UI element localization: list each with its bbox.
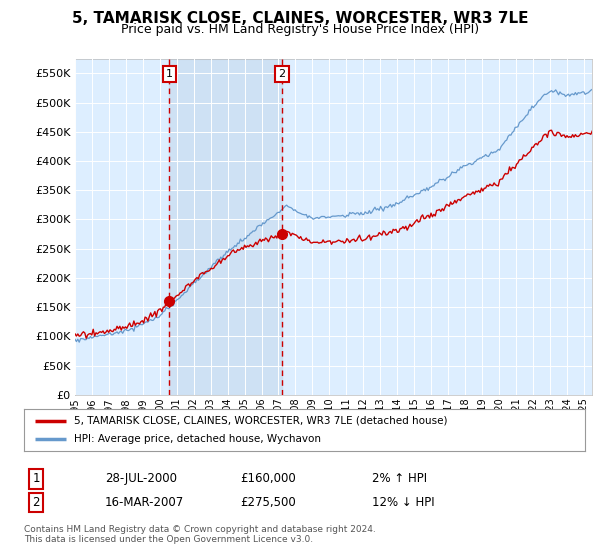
Text: HPI: Average price, detached house, Wychavon: HPI: Average price, detached house, Wych… — [74, 434, 322, 444]
Text: 2% ↑ HPI: 2% ↑ HPI — [372, 472, 427, 486]
Text: 2: 2 — [32, 496, 40, 509]
Text: 2: 2 — [278, 69, 286, 79]
Bar — [169, 59, 282, 395]
Text: 5, TAMARISK CLOSE, CLAINES, WORCESTER, WR3 7LE: 5, TAMARISK CLOSE, CLAINES, WORCESTER, W… — [72, 11, 528, 26]
Text: Contains HM Land Registry data © Crown copyright and database right 2024.
This d: Contains HM Land Registry data © Crown c… — [24, 525, 376, 544]
Text: 12% ↓ HPI: 12% ↓ HPI — [372, 496, 434, 509]
Text: 1: 1 — [32, 472, 40, 486]
Text: 5, TAMARISK CLOSE, CLAINES, WORCESTER, WR3 7LE (detached house): 5, TAMARISK CLOSE, CLAINES, WORCESTER, W… — [74, 416, 448, 426]
Text: £160,000: £160,000 — [240, 472, 296, 486]
Text: Price paid vs. HM Land Registry's House Price Index (HPI): Price paid vs. HM Land Registry's House … — [121, 22, 479, 36]
Text: 1: 1 — [166, 69, 173, 79]
Text: £275,500: £275,500 — [240, 496, 296, 509]
Text: 28-JUL-2000: 28-JUL-2000 — [105, 472, 177, 486]
Text: 16-MAR-2007: 16-MAR-2007 — [105, 496, 184, 509]
